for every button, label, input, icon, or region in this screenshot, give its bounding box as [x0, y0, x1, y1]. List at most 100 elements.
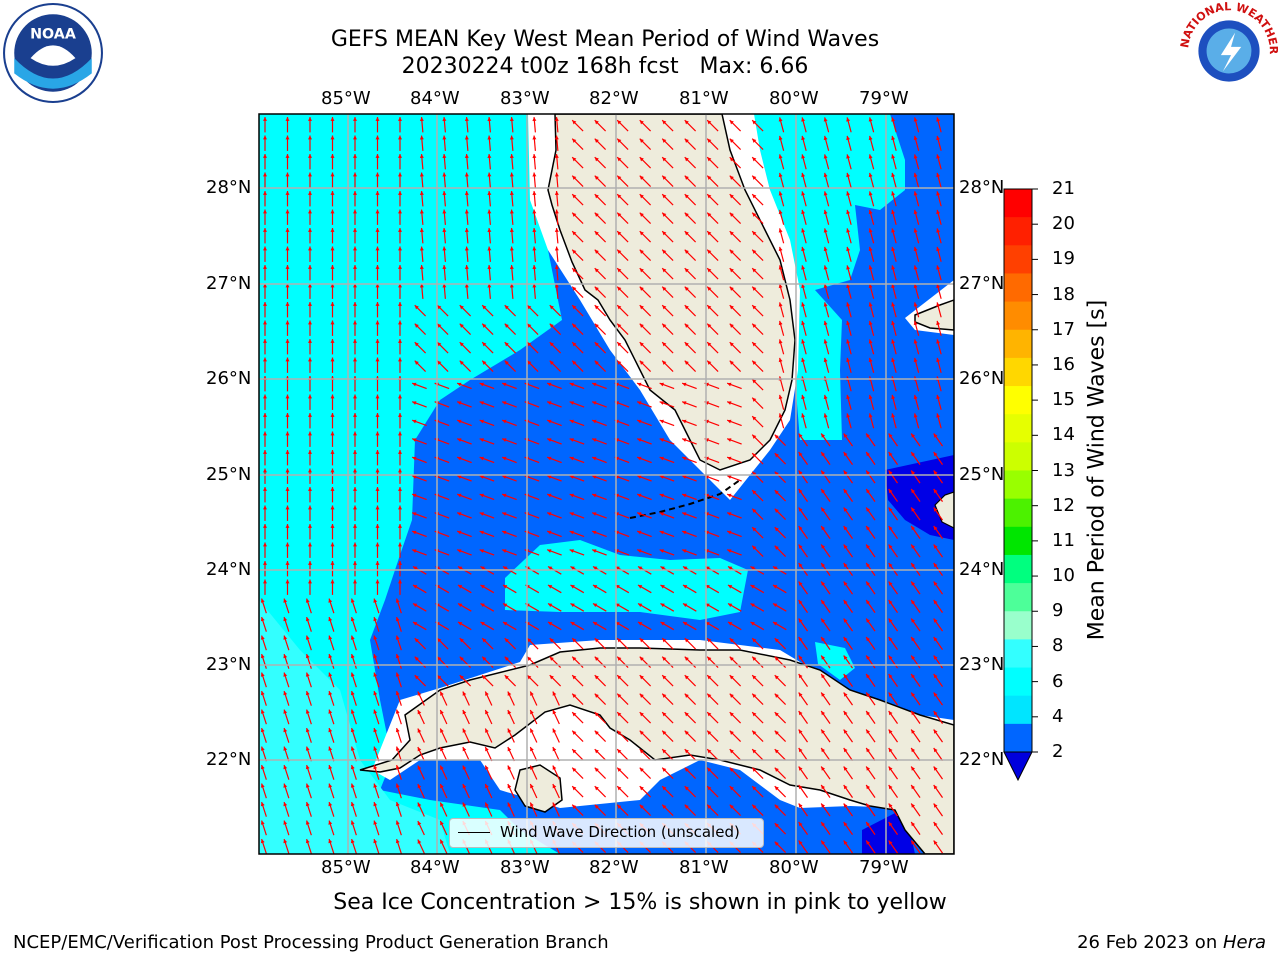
- wind-arrow-head: [684, 804, 689, 809]
- wind-arrow-head: [868, 117, 873, 122]
- wind-arrow-head: [462, 691, 467, 696]
- wind-arrow-head: [482, 360, 487, 365]
- wind-arrow-head: [502, 401, 507, 405]
- wind-arrow-head: [821, 655, 826, 660]
- wind-arrow-head: [662, 249, 667, 254]
- wind-arrow-head: [442, 228, 447, 233]
- wind-arrow-head: [662, 212, 667, 217]
- wind-arrow-head: [868, 394, 873, 400]
- wind-arrow-head: [911, 451, 916, 457]
- wind-arrow-head: [662, 138, 667, 143]
- wind-arrow-head: [532, 172, 537, 177]
- wind-arrow-head: [308, 265, 312, 269]
- wind-arrow-head: [936, 209, 941, 215]
- wind-arrow-head: [639, 786, 644, 791]
- wind-arrow-head: [414, 342, 419, 347]
- wind-arrow-head: [464, 117, 469, 122]
- wind-arrow-head: [480, 603, 485, 608]
- wind-arrow-head: [682, 585, 688, 589]
- wind-arrow-head: [752, 194, 757, 199]
- wind-arrow-head: [662, 786, 667, 791]
- wind-arrow-head: [509, 283, 514, 288]
- title-line-2: 20230224 t00z 168h fcst Max: 6.66: [401, 54, 809, 79]
- wind-arrow-head: [660, 566, 665, 571]
- wind-arrow-head: [594, 730, 599, 735]
- lon-label-bottom: 85°W: [321, 857, 371, 878]
- wind-arrow-head: [682, 549, 687, 553]
- wind-arrow-head: [684, 268, 689, 273]
- lon-label-top: 81°W: [679, 88, 729, 109]
- wind-arrow-head: [801, 172, 806, 178]
- wind-arrow-head: [442, 154, 447, 159]
- wind-arrow-head: [487, 154, 492, 159]
- wind-arrow-head: [509, 246, 514, 251]
- wind-arrow-head: [823, 320, 828, 326]
- wind-arrow-head: [684, 249, 689, 254]
- wind-arrow-head: [330, 468, 335, 473]
- wind-arrow-head: [502, 603, 508, 608]
- wind-arrow-head: [263, 468, 267, 473]
- wind-arrow-head: [707, 675, 712, 680]
- wind-arrow-head: [569, 475, 574, 479]
- wind-arrow-head: [412, 382, 417, 387]
- colorbar-tick-label: 17: [1052, 318, 1075, 340]
- wind-arrow-head: [639, 305, 644, 310]
- wind-arrow-head: [727, 493, 732, 498]
- wind-arrow-head: [509, 117, 514, 122]
- wind-arrow-head: [330, 302, 335, 306]
- wind-arrow-head: [936, 117, 941, 122]
- wind-arrow-head: [729, 305, 734, 310]
- wind-arrow-head: [263, 431, 267, 436]
- wind-arrow-head: [866, 507, 871, 512]
- wind-arrow-head: [729, 656, 734, 661]
- wind-arrow-head: [353, 357, 357, 362]
- wind-arrow-head: [662, 157, 667, 162]
- wind-arrow-head: [888, 821, 893, 827]
- wind-arrow-head: [412, 493, 417, 498]
- wind-arrow-head: [263, 302, 267, 306]
- wind-arrow-head: [821, 488, 826, 494]
- wind-arrow-head: [774, 453, 779, 458]
- wind-arrow-head: [375, 394, 380, 399]
- wind-arrow-head: [572, 730, 577, 735]
- wind-arrow-head: [547, 585, 553, 589]
- wind-arrow-head: [662, 804, 667, 809]
- wind-arrow-head: [752, 508, 757, 513]
- wind-arrow-head: [457, 512, 462, 516]
- wind-arrow-head: [707, 638, 712, 643]
- wind-arrow-head: [933, 821, 938, 827]
- wind-arrow-head: [729, 786, 734, 791]
- wind-arrow-head: [707, 157, 712, 162]
- wind-arrow-head: [285, 524, 290, 528]
- wind-arrow-head: [353, 302, 357, 306]
- wind-arrow-head: [888, 747, 893, 753]
- wind-arrow-head: [532, 246, 537, 251]
- wind-arrow-head: [772, 603, 778, 608]
- colorbar-segment: [1004, 329, 1032, 359]
- wind-arrow-head: [778, 339, 783, 344]
- lon-label-top: 85°W: [321, 88, 371, 109]
- wind-arrow-head: [729, 693, 734, 698]
- wind-arrow-head: [821, 766, 826, 771]
- wind-arrow-head: [801, 302, 806, 307]
- wind-arrow-head: [305, 709, 310, 714]
- wind-arrow-head: [594, 675, 599, 680]
- wind-arrow-head: [639, 638, 644, 643]
- wind-arrow-head: [263, 246, 267, 251]
- wind-arrow-head: [843, 562, 848, 568]
- wind-arrow-head: [285, 357, 290, 362]
- wind-arrow-head: [353, 468, 357, 473]
- wind-arrow-head: [594, 323, 599, 328]
- wind-arrow-head: [419, 209, 424, 214]
- wind-arrow-head: [891, 154, 896, 159]
- wind-arrow-head: [846, 283, 851, 289]
- wind-arrow-head: [308, 209, 312, 214]
- wind-arrow-head: [891, 172, 896, 178]
- wind-arrow-head: [373, 746, 378, 751]
- wind-arrow-head: [305, 635, 310, 640]
- wind-arrow-head: [888, 433, 893, 438]
- wind-arrow-head: [459, 360, 464, 365]
- wind-arrow-head: [798, 655, 803, 660]
- wind-arrow-head: [419, 191, 424, 196]
- wind-arrow-head: [285, 117, 290, 121]
